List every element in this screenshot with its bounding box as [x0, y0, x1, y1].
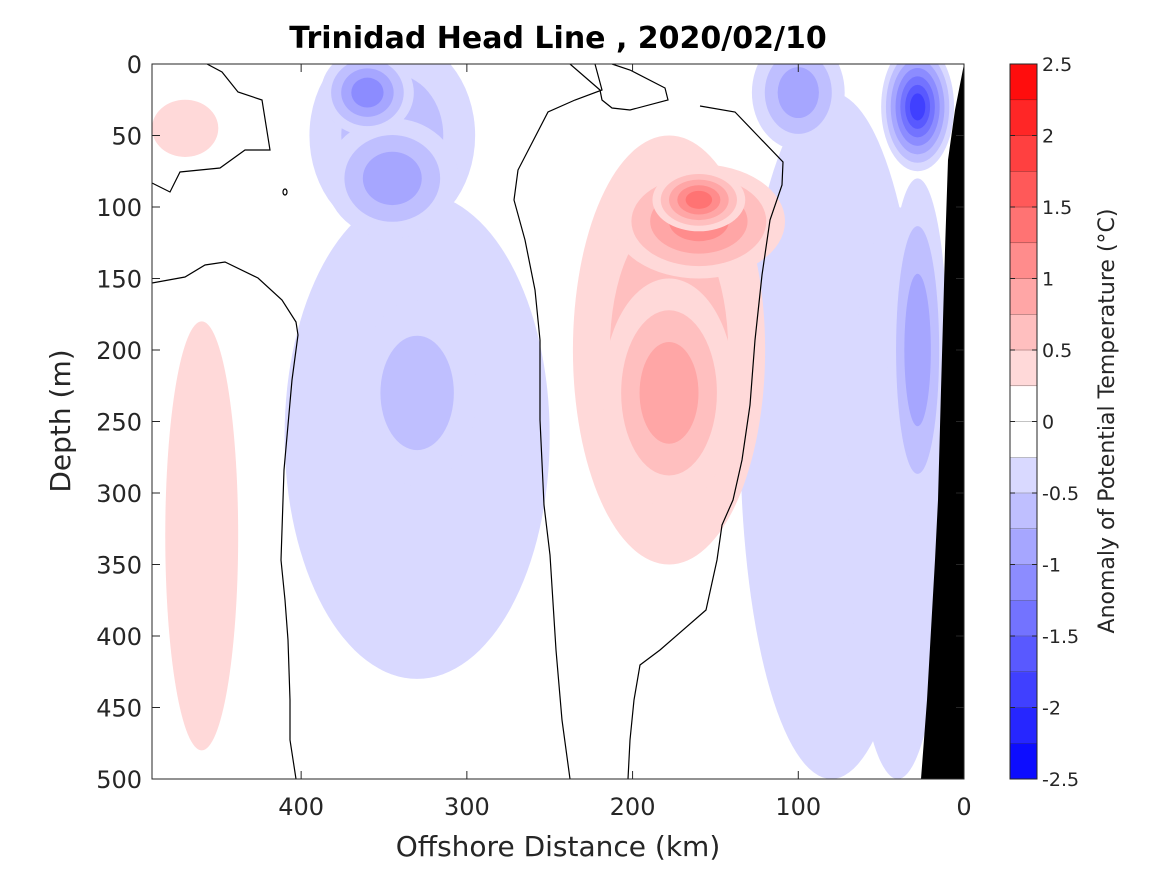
y-tick-label: 250	[96, 409, 142, 437]
colorbar-band	[1010, 350, 1037, 387]
zero-contour-line	[513, 64, 603, 779]
colorbar-tick-label: -1.5	[1042, 626, 1079, 648]
colorbar-band	[1010, 600, 1037, 637]
y-tick-label: 400	[96, 623, 142, 651]
x-tick-label: 100	[775, 793, 821, 821]
contour-band	[380, 335, 454, 451]
contour-band	[152, 99, 219, 157]
seafloor-bathymetry	[921, 64, 964, 779]
y-axis-title: Depth (m)	[44, 349, 77, 492]
colorbar-band	[1010, 743, 1037, 780]
x-tick-label: 0	[956, 793, 971, 821]
contour-band	[165, 321, 239, 751]
x-axis-title: Offshore Distance (km)	[396, 830, 721, 863]
colorbar-tick-label: -2.5	[1042, 769, 1079, 791]
y-tick-label: 150	[96, 266, 142, 294]
colorbar-tick-label: 0.5	[1042, 340, 1072, 362]
contour-band	[362, 151, 422, 206]
colorbar-tick-label: -0.5	[1042, 483, 1079, 505]
colorbar-band	[1010, 207, 1037, 244]
y-tick-label: 350	[96, 552, 142, 580]
contour-fill-layer	[152, 64, 955, 779]
x-tick-label: 300	[444, 793, 490, 821]
contour-band	[777, 67, 819, 119]
y-tick-label: 450	[96, 695, 142, 723]
colorbar-tick-label: -1	[1042, 555, 1061, 577]
y-tick-label: 300	[96, 480, 142, 508]
chart-title: Trinidad Head Line , 2020/02/10	[289, 21, 826, 56]
colorbar-band	[1010, 457, 1037, 494]
colorbar-band	[1010, 278, 1037, 315]
colorbar-band	[1010, 99, 1037, 136]
colorbar-band	[1010, 171, 1037, 208]
plot-area: 400 300 200 100 0 0 50 100 150 200 250 300 350 400 45…	[96, 51, 972, 821]
colorbar-band	[1010, 385, 1037, 422]
colorbar-tick-label: 2	[1042, 126, 1054, 148]
colorbar-tick-label: 0	[1042, 412, 1054, 434]
y-tick-label: 200	[96, 337, 142, 365]
colorbar-title: Anomaly of Potential Temperature (°C)	[1095, 209, 1120, 634]
y-tick-label: 500	[96, 766, 142, 794]
colorbar-band	[1010, 135, 1037, 172]
colorbar: 2.5 2 1.5 1 0.5 0 -0.5 -1 -1.5 -2 -2.5 Anomaly of …	[1009, 54, 1120, 791]
colorbar-tick-label: 1.5	[1042, 197, 1072, 219]
y-tick-label: 50	[111, 123, 142, 151]
contour-band	[909, 93, 926, 121]
y-axis-ticks: 0 50 100 150 200 250 300 350 400 450 500	[96, 51, 964, 794]
colorbar-band	[1010, 564, 1037, 601]
colorbar-band	[1010, 314, 1037, 351]
colorbar-band	[1010, 671, 1037, 708]
x-tick-label: 400	[278, 793, 324, 821]
y-tick-label: 100	[96, 194, 142, 222]
colorbar-band	[1010, 242, 1037, 279]
colorbar-band	[1010, 636, 1037, 673]
zero-contour-line	[627, 105, 784, 779]
x-axis-ticks: 400 300 200 100 0	[278, 64, 972, 821]
colorbar-tick-label: 2.5	[1042, 54, 1072, 76]
zero-contour-line	[569, 64, 669, 111]
contour-band	[351, 77, 384, 108]
colorbar-ticks: 2.5 2 1.5 1 0.5 0 -0.5 -1 -1.5 -2 -2.5	[1010, 54, 1079, 791]
contour-band	[685, 190, 713, 209]
colorbar-band	[1010, 493, 1037, 530]
colorbar-bands	[1010, 64, 1037, 780]
contour-band	[639, 342, 699, 444]
colorbar-band	[1010, 421, 1037, 458]
x-tick-label: 200	[610, 793, 656, 821]
colorbar-tick-label: 1	[1042, 269, 1054, 291]
contour-band	[904, 273, 931, 427]
colorbar-tick-label: -2	[1042, 698, 1061, 720]
zero-contour-line	[152, 64, 271, 193]
y-tick-label: 0	[127, 51, 142, 79]
zero-contour-lines	[152, 64, 784, 779]
colorbar-band	[1010, 707, 1037, 744]
zero-contour-island	[282, 188, 288, 196]
zero-contour-line	[152, 261, 299, 779]
colorbar-band	[1010, 528, 1037, 565]
colorbar-band	[1010, 64, 1037, 101]
